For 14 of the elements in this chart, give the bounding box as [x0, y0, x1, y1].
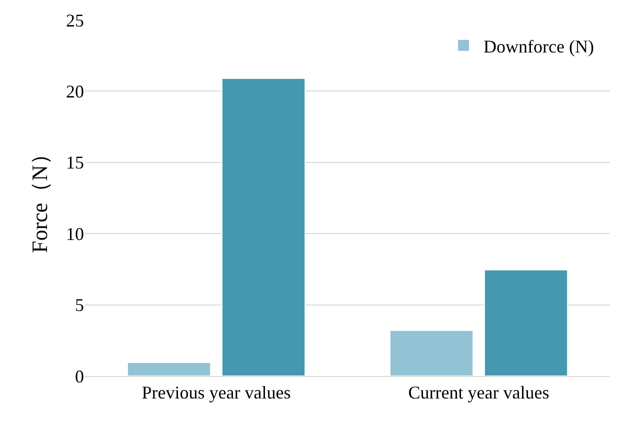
y-axis-title: Force（N） — [26, 143, 52, 253]
bar — [484, 269, 568, 376]
bar — [126, 362, 212, 376]
y-tick-label: 15 — [66, 152, 84, 173]
bar — [221, 78, 306, 376]
x-tick-label: Current year values — [408, 382, 550, 403]
y-tick-label: 0 — [75, 366, 84, 386]
bar — [389, 330, 474, 376]
y-tick-label: 20 — [66, 82, 84, 102]
y-tick-label: 5 — [75, 295, 84, 316]
x-tick-label: Previous year values — [142, 382, 291, 403]
y-tick-label: 10 — [66, 224, 84, 244]
y-tick-label: 25 — [66, 10, 84, 30]
legend-label: Downforce (N) — [484, 36, 594, 56]
